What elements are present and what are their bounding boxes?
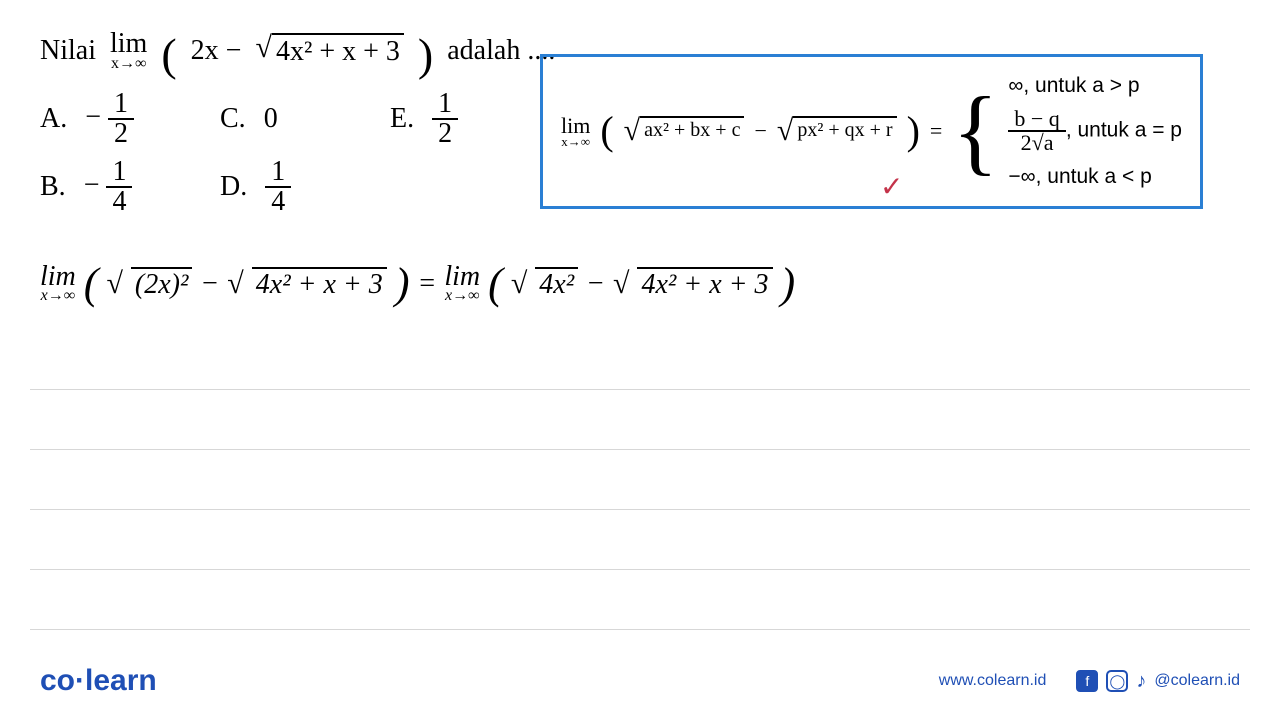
handwritten-work: lim x→∞ ( √(2x)² − √4x² + x + 3 ) = lim … — [40, 258, 1240, 309]
footer-url: www.colearn.id — [939, 672, 1047, 690]
answer-choices: A. − 12 C. 0 E. 12 B. − 14 D. 14 — [40, 90, 510, 216]
expr-left: 2x − — [191, 35, 242, 67]
sqrt-expression: √ 4x² + x + 3 — [255, 33, 403, 69]
facebook-icon: f — [1076, 670, 1098, 692]
brace-icon: { — [952, 88, 998, 174]
choice-a: A. − 12 — [40, 90, 220, 148]
limit-operator: lim x→∞ — [110, 30, 147, 72]
social-handle: @colearn.id — [1154, 672, 1240, 690]
social-icons: f ◯ ♪ @colearn.id — [1076, 670, 1240, 693]
formula-lim: lim x→∞ — [561, 115, 590, 148]
question-prefix: Nilai — [40, 35, 96, 67]
ruled-lines — [0, 330, 1280, 630]
formula-cases: ∞, untuk a > p b − q 2√a , untuk a = p −… — [1008, 71, 1182, 192]
choice-d: D. 14 — [220, 158, 390, 216]
paren-close: ) — [418, 37, 433, 74]
instagram-icon: ◯ — [1106, 670, 1128, 692]
check-icon: ✓ — [880, 170, 903, 204]
choice-c: C. 0 — [220, 90, 390, 148]
choice-e: E. 12 — [390, 90, 510, 148]
tiktok-icon: ♪ — [1136, 670, 1146, 693]
formula-reference-box: lim x→∞ ( √ ax² + bx + c − √ px² + qx + … — [540, 54, 1203, 209]
paren-open: ( — [161, 37, 176, 74]
choice-b: B. − 14 — [40, 158, 220, 216]
footer: co·learn www.colearn.id f ◯ ♪ @colearn.i… — [0, 664, 1280, 698]
brand-logo: co·learn — [40, 664, 157, 698]
